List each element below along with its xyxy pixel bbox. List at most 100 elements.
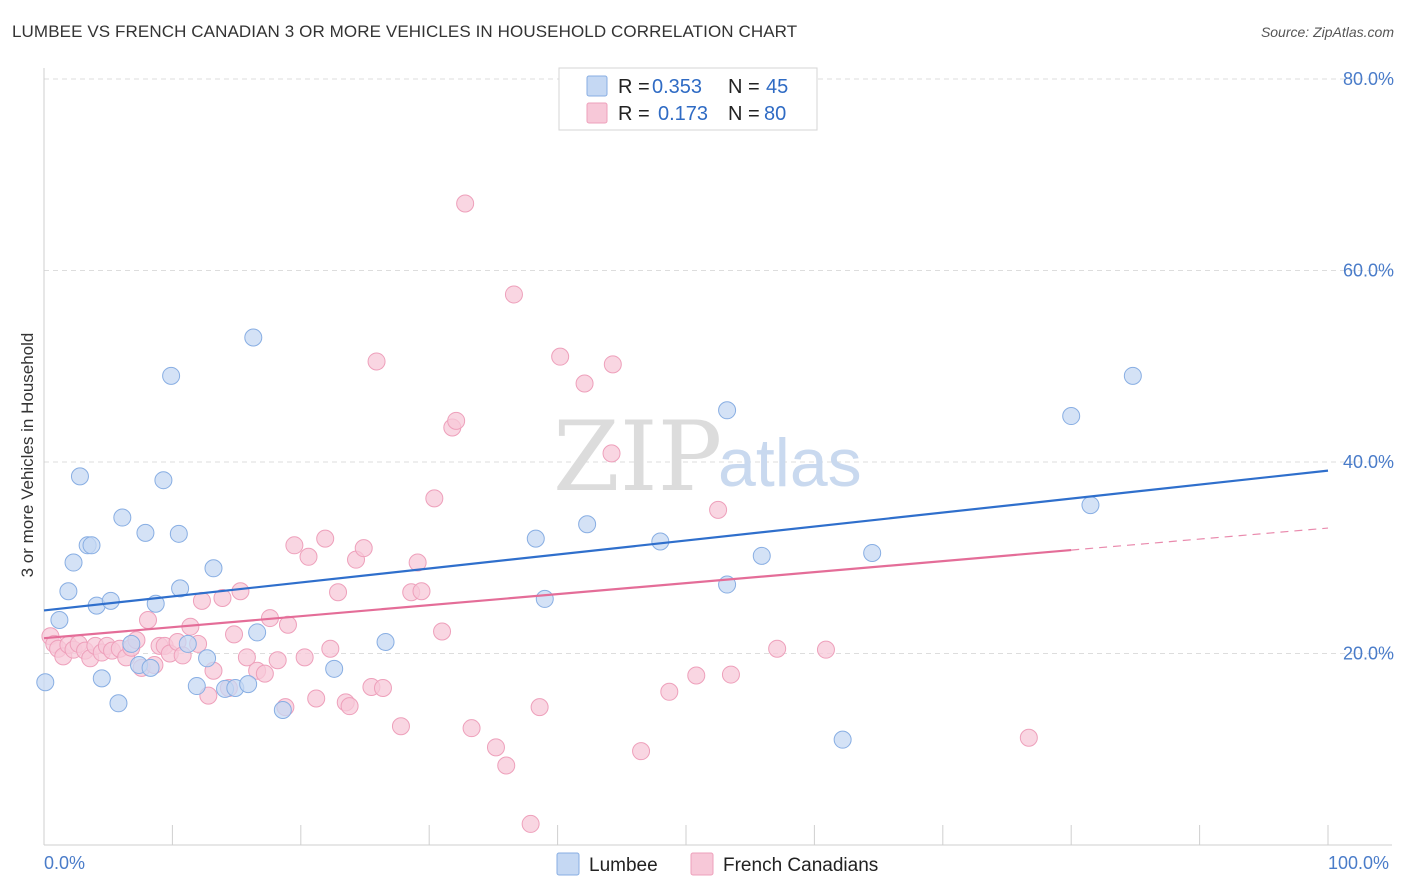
lumbee-point — [70, 467, 89, 486]
lumbee-point — [535, 589, 554, 608]
lumbee-point — [1123, 366, 1142, 385]
french-canadians-point — [504, 285, 523, 304]
lumbee-point — [239, 675, 258, 694]
lumbee-point — [863, 543, 882, 562]
french-canadians-point — [709, 500, 728, 519]
lumbee-point — [752, 546, 771, 565]
lumbee-point — [833, 730, 852, 749]
bottom-legend-label-french-canadians: French Canadians — [723, 855, 878, 876]
french-canadians-point — [225, 625, 244, 644]
lumbee-point — [122, 634, 141, 653]
legend-n-label-lumbee: N = — [728, 76, 760, 98]
french-canadians-point — [139, 610, 158, 629]
french-canadians-point — [231, 582, 250, 601]
lumbee-point — [169, 524, 188, 543]
y-tick-label-40: 40.0% — [1343, 452, 1394, 472]
french-canadians-point — [391, 717, 410, 736]
french-canadians-point — [816, 640, 835, 659]
lumbee-point — [136, 523, 155, 542]
lumbee-points — [36, 328, 1142, 749]
y-tick-label-80: 80.0% — [1343, 69, 1394, 89]
french-canadians-point — [340, 697, 359, 716]
lumbee-point — [50, 610, 69, 629]
lumbee-point — [178, 634, 197, 653]
legend-box: R = 0.353 N = 45 R = 0.173 N = 80 — [558, 67, 818, 131]
french-canadians-point — [255, 664, 274, 683]
lumbee-point — [204, 559, 223, 578]
french-canadians-point — [329, 583, 348, 602]
french-canadians-point — [199, 686, 218, 705]
lumbee-point — [376, 633, 395, 652]
french-canadians-point — [456, 194, 475, 213]
x-tick-label-min: 0.0% — [44, 853, 85, 873]
bottom-legend-label-lumbee: Lumbee — [589, 855, 658, 876]
french-canadians-points — [41, 194, 1038, 833]
lumbee-point — [187, 677, 206, 696]
lumbee-point — [248, 623, 267, 642]
french-canadians-point — [354, 539, 373, 558]
french-canadians-point — [425, 489, 444, 508]
lumbee-point — [82, 536, 101, 555]
lumbee-point — [113, 508, 132, 527]
french-canadians-point — [433, 622, 452, 641]
y-tick-label-60: 60.0% — [1343, 261, 1394, 281]
lumbee-point — [101, 591, 120, 610]
french-canadians-point — [687, 666, 706, 685]
legend-r-label-lumbee: R = — [618, 76, 650, 98]
french-canadians-point — [721, 665, 740, 684]
french-canadians-point — [373, 678, 392, 697]
french-canadians-point — [462, 719, 481, 738]
french-canadians-trend-extension — [1071, 527, 1329, 551]
french-canadians-trend-line — [43, 548, 1072, 640]
french-canadians-point — [603, 355, 622, 374]
lumbee-point — [325, 659, 344, 678]
y-axis-title: 3 or more Vehicles in Household — [18, 333, 37, 578]
lumbee-point — [273, 700, 292, 719]
french-canadians-point — [521, 814, 540, 833]
french-canadians-point — [237, 648, 256, 667]
lumbee-point — [1062, 407, 1081, 426]
x-axis-ticks — [43, 825, 1329, 845]
french-canadians-point — [408, 553, 427, 572]
lumbee-point — [109, 694, 128, 713]
bottom-legend-swatch-french-canadians — [690, 852, 714, 876]
lumbee-point — [718, 401, 737, 420]
y-axis-tick-labels: 20.0% 40.0% 60.0% 80.0% — [1343, 69, 1394, 664]
lumbee-point — [92, 669, 111, 688]
french-canadians-point — [447, 411, 466, 430]
french-canadians-point — [285, 536, 304, 555]
french-canadians-point — [299, 547, 318, 566]
french-canadians-point — [412, 582, 431, 601]
french-canadians-point — [575, 374, 594, 393]
lumbee-point — [198, 649, 217, 668]
french-canadians-point — [497, 756, 516, 775]
legend-swatch-lumbee — [586, 75, 608, 97]
legend-n-value-lumbee: 45 — [766, 76, 788, 98]
chart-source: Source: ZipAtlas.com — [1260, 24, 1394, 40]
lumbee-point — [526, 529, 545, 548]
lumbee-point — [651, 532, 670, 551]
lumbee-point — [578, 515, 597, 534]
chart-title: LUMBEE VS FRENCH CANADIAN 3 OR MORE VEHI… — [12, 22, 798, 41]
french-canadians-point — [367, 352, 386, 371]
lumbee-point — [162, 366, 181, 385]
lumbee-point — [36, 673, 55, 692]
french-canadians-point — [551, 347, 570, 366]
lumbee-trend-line — [43, 469, 1329, 612]
legend-r-value-lumbee: 0.353 — [652, 76, 702, 98]
axes — [43, 68, 1392, 846]
watermark-atlas: atlas — [718, 425, 862, 501]
french-canadians-point — [602, 444, 621, 463]
legend-n-value-french-canadians: 80 — [764, 103, 786, 125]
french-canadians-point — [530, 698, 549, 717]
bottom-legend-swatch-lumbee — [556, 852, 580, 876]
lumbee-point — [1081, 496, 1100, 515]
french-canadians-point — [321, 639, 340, 658]
french-canadians-point — [632, 742, 651, 761]
french-canadians-point — [1019, 728, 1038, 747]
lumbee-point — [171, 579, 190, 598]
legend-r-value-french-canadians: 0.173 — [658, 103, 708, 125]
lumbee-point — [64, 553, 83, 572]
lumbee-point — [154, 471, 173, 490]
